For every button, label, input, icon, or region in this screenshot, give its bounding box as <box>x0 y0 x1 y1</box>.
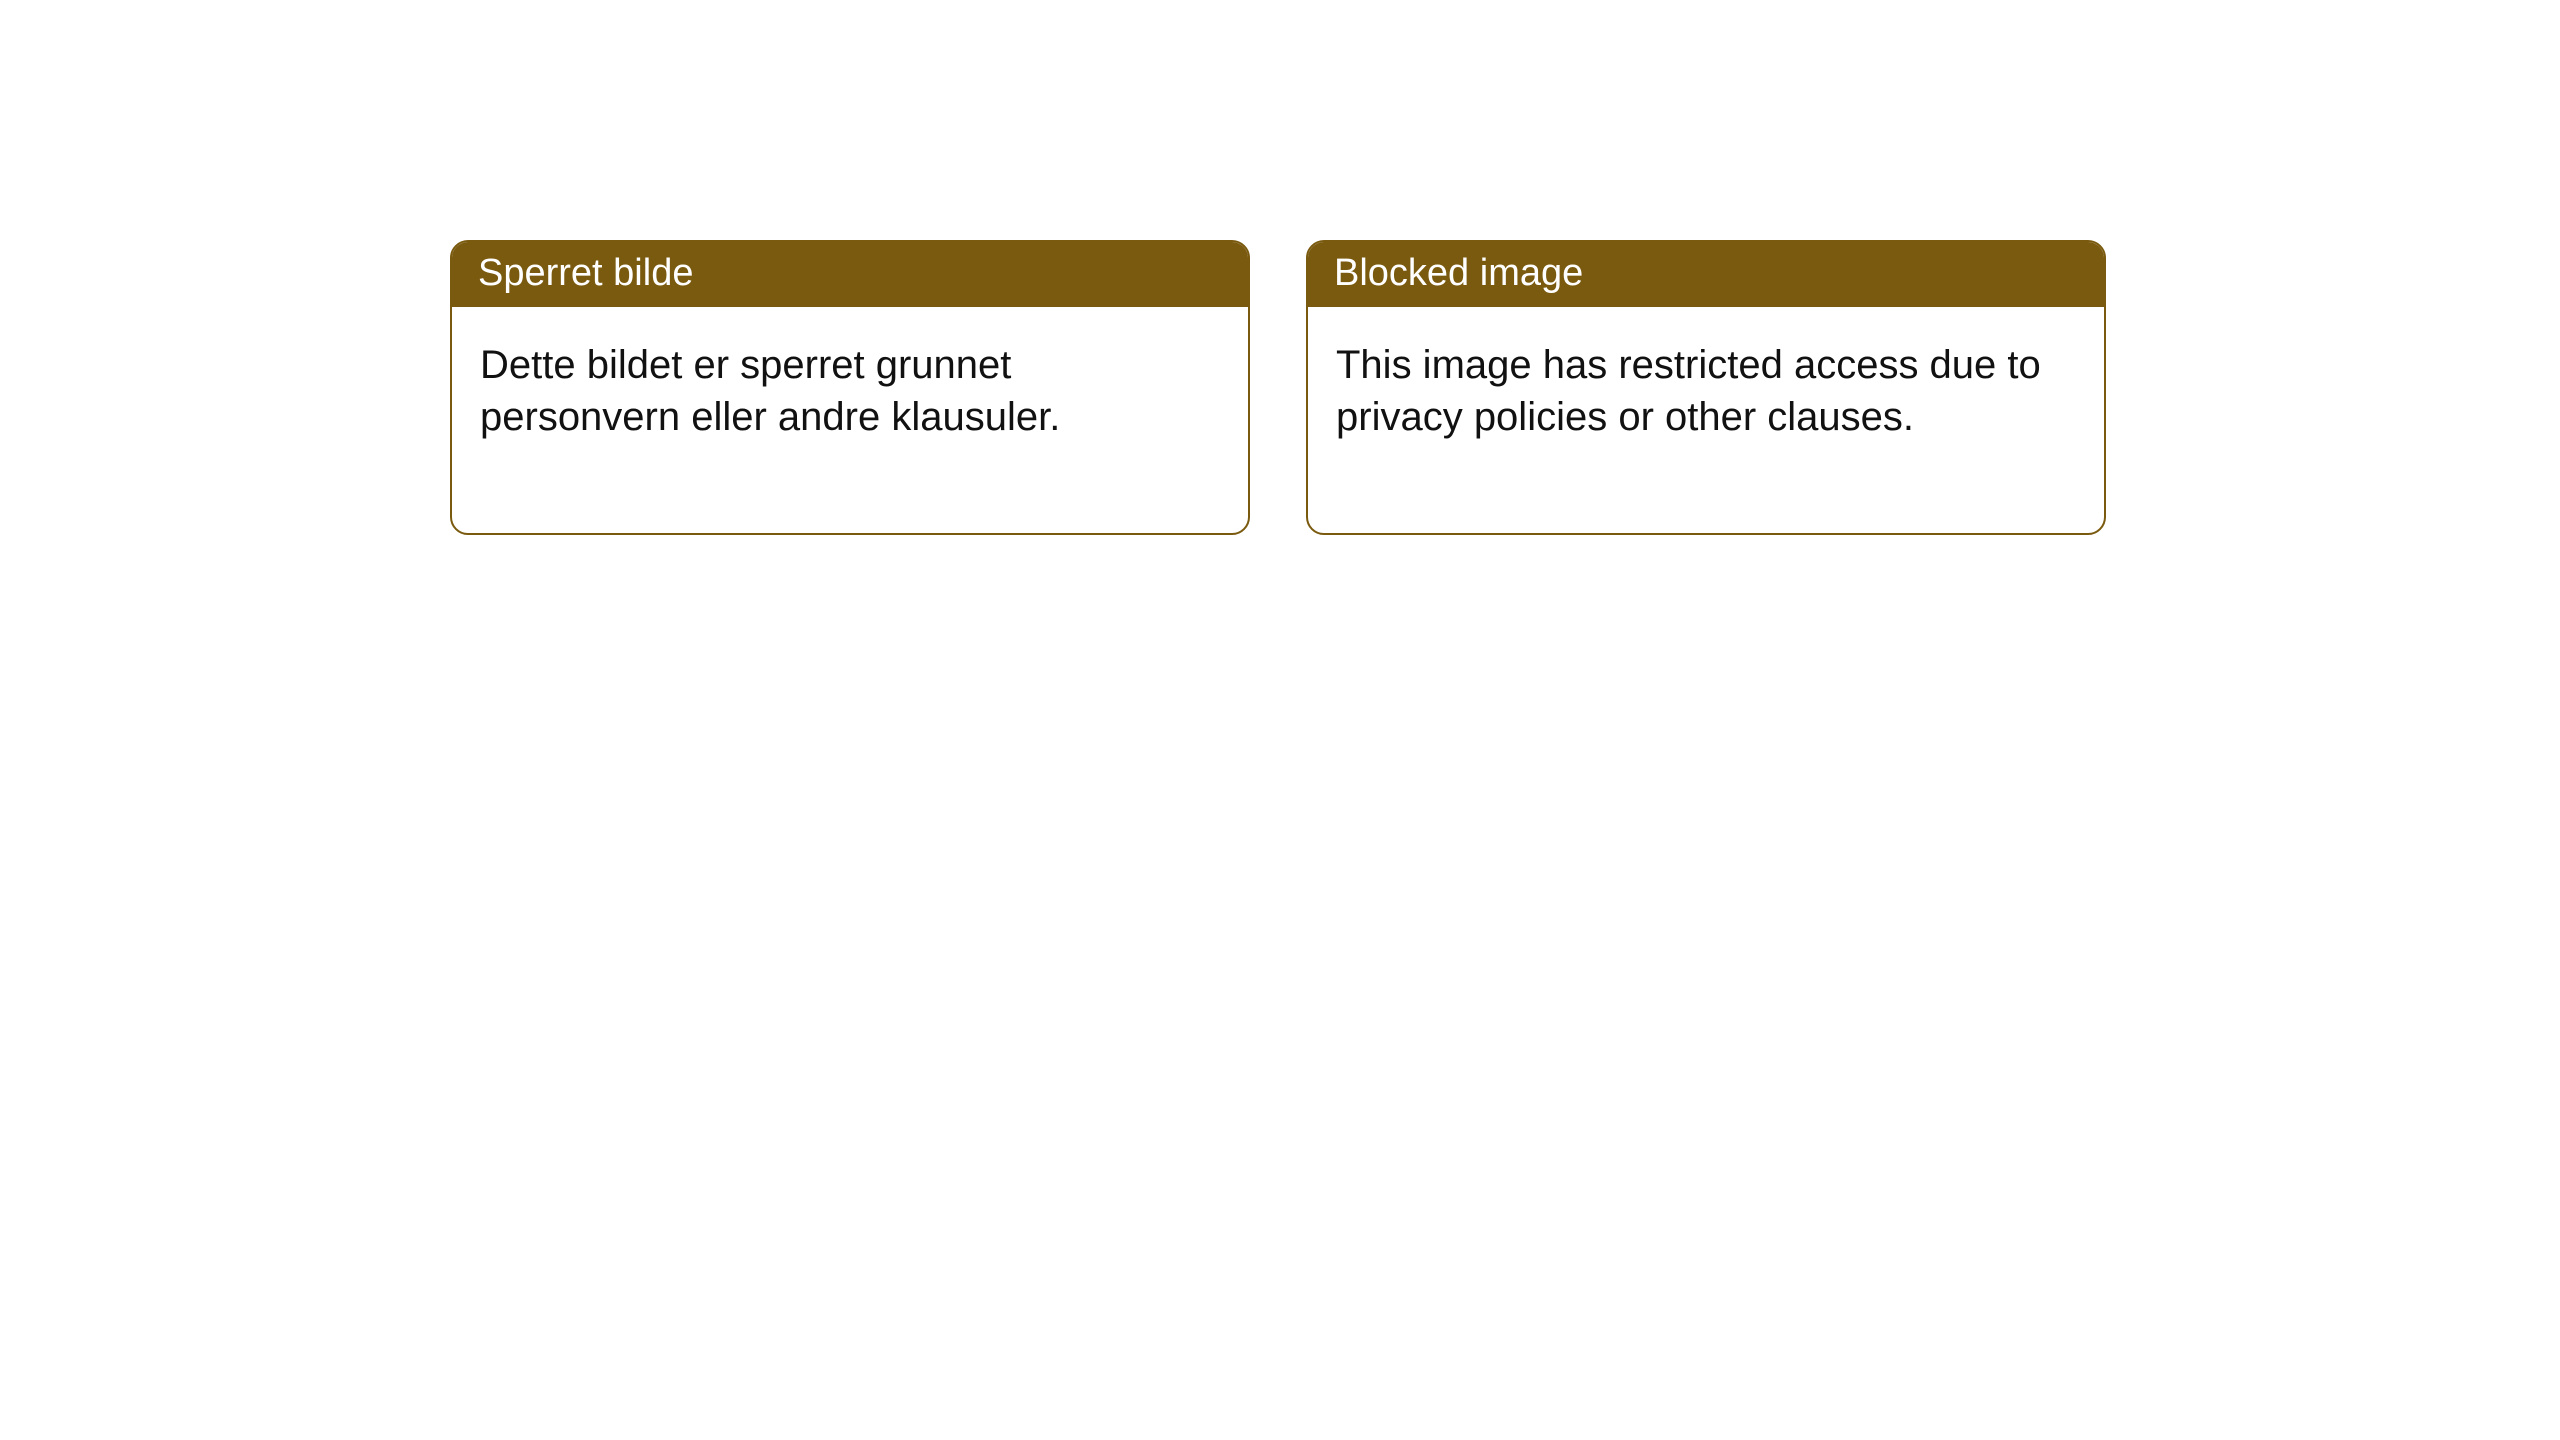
notice-card-english: Blocked image This image has restricted … <box>1306 240 2106 535</box>
notice-card-norwegian: Sperret bilde Dette bildet er sperret gr… <box>450 240 1250 535</box>
notice-body: Dette bildet er sperret grunnet personve… <box>452 307 1248 533</box>
notice-container: Sperret bilde Dette bildet er sperret gr… <box>0 0 2560 535</box>
notice-body: This image has restricted access due to … <box>1308 307 2104 533</box>
notice-title: Blocked image <box>1308 242 2104 307</box>
notice-title: Sperret bilde <box>452 242 1248 307</box>
